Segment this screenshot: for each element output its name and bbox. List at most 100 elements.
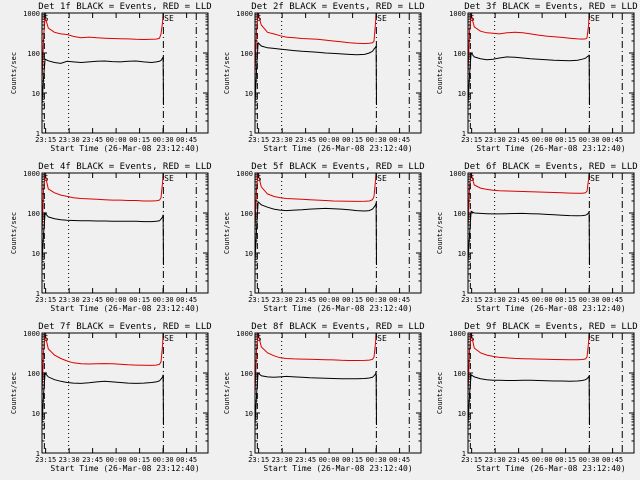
lld-series-line xyxy=(467,12,590,74)
x-tick-label: 00:15 xyxy=(555,456,576,464)
x-tick-label: 00:15 xyxy=(555,296,576,304)
marker-label-se: SE xyxy=(590,174,600,183)
x-tick-label: 23:30 xyxy=(59,136,80,144)
y-tick-label: 1000 xyxy=(236,170,253,178)
y-axis-label: Counts/sec xyxy=(223,212,231,254)
x-tick-label: 00:00 xyxy=(532,456,553,464)
y-tick-label: 100 xyxy=(27,50,40,58)
marker-label-se: SE xyxy=(377,14,387,23)
x-tick-label: 23:45 xyxy=(82,136,103,144)
y-tick-label: 1000 xyxy=(236,10,253,18)
events-series-line xyxy=(254,371,377,426)
lld-series-line xyxy=(41,12,164,82)
x-tick-label: 00:15 xyxy=(342,456,363,464)
x-tick-label: 23:15 xyxy=(248,456,269,464)
events-series-line xyxy=(41,371,164,426)
y-tick-label: 1000 xyxy=(449,170,466,178)
x-tick-label: 00:45 xyxy=(602,296,623,304)
marker-label-se: SE xyxy=(377,174,387,183)
x-tick-label: 00:00 xyxy=(319,136,340,144)
y-axis-label: Counts/sec xyxy=(223,372,231,414)
y-tick-label: 10 xyxy=(245,250,253,258)
marker-label-se: SE xyxy=(377,334,387,343)
x-tick-label: 00:30 xyxy=(579,136,600,144)
x-tick-label: 23:45 xyxy=(508,136,529,144)
chart-panel-2: Det 2f BLACK = Events, RED = LLD Counts/s… xyxy=(223,2,425,153)
x-tick-label: 23:30 xyxy=(272,456,293,464)
y-tick-label: 100 xyxy=(27,210,40,218)
y-axis-label: Counts/sec xyxy=(10,372,18,414)
y-tick-label: 1 xyxy=(249,450,253,458)
y-tick-label: 100 xyxy=(240,370,253,378)
y-tick-label: 1 xyxy=(249,130,253,138)
y-axis-label: Counts/sec xyxy=(436,52,444,94)
y-tick-label: 100 xyxy=(453,370,466,378)
x-axis-label: Start Time (26-Mar-08 23:12:40) xyxy=(476,304,625,313)
y-axis-label: Counts/sec xyxy=(10,212,18,254)
marker-label-se: SE xyxy=(590,334,600,343)
y-tick-label: 10 xyxy=(458,410,466,418)
x-tick-label: 23:30 xyxy=(272,296,293,304)
x-tick-label: 23:15 xyxy=(248,136,269,144)
y-tick-label: 1000 xyxy=(449,330,466,338)
x-tick-label: 00:00 xyxy=(532,136,553,144)
x-tick-label: 23:30 xyxy=(59,296,80,304)
y-tick-label: 1 xyxy=(462,130,466,138)
chart-panel-4: Det 4f BLACK = Events, RED = LLD Counts/s… xyxy=(10,162,212,313)
plot-frame xyxy=(254,12,422,134)
lld-series-line xyxy=(254,172,377,232)
x-tick-label: 23:15 xyxy=(35,136,56,144)
marker-label-se: SE xyxy=(164,174,174,183)
chart-title: Det 2f BLACK = Events, RED = LLD xyxy=(251,2,424,12)
x-tick-label: 23:15 xyxy=(248,296,269,304)
y-tick-label: 100 xyxy=(240,210,253,218)
y-tick-label: 10 xyxy=(32,250,40,258)
x-tick-label: 00:45 xyxy=(176,296,197,304)
events-series-line xyxy=(41,211,164,266)
chart-title: Det 5f BLACK = Events, RED = LLD xyxy=(251,162,424,172)
x-axis-label: Start Time (26-Mar-08 23:12:40) xyxy=(263,464,412,473)
plot-frame xyxy=(41,12,209,134)
chart-title: Det 7f BLACK = Events, RED = LLD xyxy=(38,322,211,332)
chart-title: Det 9f BLACK = Events, RED = LLD xyxy=(464,322,637,332)
plot-frame xyxy=(467,12,635,134)
chart-title: Det 3f BLACK = Events, RED = LLD xyxy=(464,2,637,12)
x-axis-label: Start Time (26-Mar-08 23:12:40) xyxy=(50,304,199,313)
chart-panel-7: Det 7f BLACK = Events, RED = LLD Counts/s… xyxy=(10,322,212,473)
y-tick-label: 1000 xyxy=(449,10,466,18)
x-tick-label: 00:00 xyxy=(319,456,340,464)
plot-frame xyxy=(467,332,635,454)
x-tick-label: 00:45 xyxy=(389,456,410,464)
x-axis-label: Start Time (26-Mar-08 23:12:40) xyxy=(476,464,625,473)
x-tick-label: 00:15 xyxy=(342,136,363,144)
lld-series-line xyxy=(467,332,590,394)
x-tick-label: 00:15 xyxy=(555,136,576,144)
y-tick-label: 10 xyxy=(245,90,253,98)
chart-title: Det 6f BLACK = Events, RED = LLD xyxy=(464,162,637,172)
x-tick-label: 23:45 xyxy=(295,296,316,304)
y-tick-label: 100 xyxy=(27,370,40,378)
y-tick-label: 1000 xyxy=(23,330,40,338)
y-axis-label: Counts/sec xyxy=(436,212,444,254)
y-tick-label: 10 xyxy=(245,410,253,418)
x-axis-label: Start Time (26-Mar-08 23:12:40) xyxy=(50,144,199,153)
x-tick-label: 23:15 xyxy=(461,136,482,144)
x-tick-label: 00:30 xyxy=(153,296,174,304)
events-series-line xyxy=(254,200,377,266)
x-tick-label: 23:15 xyxy=(461,456,482,464)
x-tick-label: 00:30 xyxy=(366,136,387,144)
y-tick-label: 100 xyxy=(453,210,466,218)
x-tick-label: 23:30 xyxy=(485,296,506,304)
x-tick-label: 00:45 xyxy=(389,296,410,304)
x-tick-label: 00:15 xyxy=(129,456,150,464)
chart-panel-6: Det 6f BLACK = Events, RED = LLD Counts/s… xyxy=(436,162,638,313)
marker-label-se: SE xyxy=(590,14,600,23)
y-tick-label: 10 xyxy=(32,410,40,418)
y-tick-label: 1 xyxy=(249,290,253,298)
y-tick-label: 1 xyxy=(36,450,40,458)
lld-series-line xyxy=(41,172,164,234)
x-tick-label: 00:15 xyxy=(129,296,150,304)
x-tick-label: 00:00 xyxy=(106,296,127,304)
x-tick-label: 23:30 xyxy=(59,456,80,464)
